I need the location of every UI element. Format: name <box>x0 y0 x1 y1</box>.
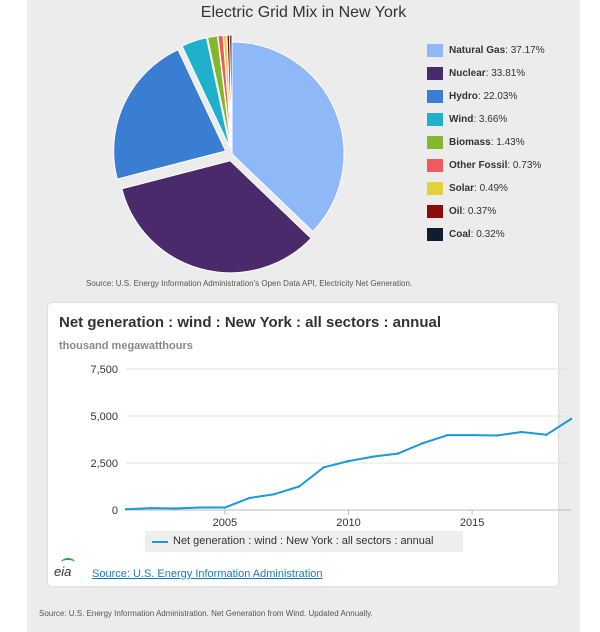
legend-text-hydro: Hydro: 22.03% <box>449 91 517 102</box>
x-tick-label: 2005 <box>213 517 237 529</box>
wind-generation-line[interactable] <box>125 418 572 511</box>
pie-chart <box>113 34 345 274</box>
legend-value-wind: : 3.66% <box>473 114 508 125</box>
legend-name-wind: Wind <box>449 114 474 125</box>
pie-slice-hydro[interactable] <box>113 49 227 180</box>
legend-name-solar: Solar <box>449 183 475 194</box>
eia-source-link[interactable]: Source: U.S. Energy Information Administ… <box>92 568 323 580</box>
x-tick-label: 2010 <box>336 517 360 529</box>
wind-data-point[interactable] <box>322 466 325 469</box>
legend-name-other-fossil: Other Fossil <box>449 160 508 171</box>
line-legend-label: Net generation : wind : New York : all s… <box>173 535 434 547</box>
legend-swatch-coal <box>427 228 443 241</box>
legend-swatch-natural-gas <box>427 44 443 57</box>
pie-source-note: Source: U.S. Energy Information Administ… <box>86 279 413 288</box>
wind-data-point[interactable] <box>174 507 177 510</box>
wind-data-point[interactable] <box>396 452 400 455</box>
legend-text-oil: Oil: 0.37% <box>449 206 496 217</box>
legend-value-hydro: : 22.03% <box>477 91 518 102</box>
eia-logo-arc <box>61 558 75 567</box>
line-chart: 0 2,500 5,000 7,500 2005 2010 2015 <box>90 364 573 529</box>
x-tick-label: 2015 <box>460 517 484 529</box>
legend-swatch-oil <box>427 205 443 218</box>
legend-value-solar: : 0.49% <box>474 183 508 194</box>
pie-slice-nuclear[interactable] <box>121 160 312 274</box>
wind-data-point[interactable] <box>372 455 375 458</box>
wind-data-point[interactable] <box>124 508 128 511</box>
legend-value-nuclear: : 33.81% <box>485 68 526 79</box>
legend-value-oil: : 0.37% <box>462 206 497 217</box>
legend-name-biomass: Biomass <box>449 137 491 148</box>
eia-logo-text: eia <box>54 564 72 579</box>
wind-data-point[interactable] <box>446 433 449 437</box>
footer-source-note: Source: U.S. Energy Information Administ… <box>39 609 373 618</box>
wind-data-point[interactable] <box>347 459 350 463</box>
legend-swatch-hydro <box>427 90 443 103</box>
y-tick-label: 2,500 <box>90 458 118 470</box>
wind-data-point[interactable] <box>495 434 499 437</box>
wind-data-point[interactable] <box>569 417 573 421</box>
legend-swatch-wind <box>427 113 443 126</box>
wind-data-point[interactable] <box>297 485 301 488</box>
y-tick-label: 5,000 <box>90 411 118 423</box>
legend-value-natural-gas: : 37.17% <box>505 45 545 56</box>
legend-text-nuclear: Nuclear: 33.81% <box>449 68 525 79</box>
line-chart-card: Net generation : wind : New York : all s… <box>48 303 573 586</box>
chart-panel: Electric Grid Mix in New York Natural Ga… <box>27 0 580 632</box>
legend-value-other-fossil: : 0.73% <box>507 160 542 171</box>
y-tick-label: 0 <box>112 505 118 517</box>
legend-text-solar: Solar: 0.49% <box>449 183 508 194</box>
wind-data-point[interactable] <box>470 433 474 437</box>
pie-slice-natural-gas[interactable] <box>231 41 345 233</box>
pie-slice-wind[interactable] <box>181 37 231 148</box>
legend-name-hydro: Hydro <box>449 91 478 102</box>
legend-swatch-other-fossil <box>427 159 443 172</box>
legend-text-natural-gas: Natural Gas: 37.17% <box>449 45 545 56</box>
wind-data-point[interactable] <box>421 442 424 445</box>
wind-data-point[interactable] <box>248 496 251 500</box>
legend-value-biomass: : 1.43% <box>490 137 525 148</box>
wind-data-point[interactable] <box>198 506 202 509</box>
legend-swatch-solar <box>427 182 443 195</box>
legend-swatch-biomass <box>427 136 443 149</box>
legend-name-natural-gas: Natural Gas <box>449 45 506 56</box>
wind-data-point[interactable] <box>520 430 523 434</box>
legend-name-oil: Oil <box>449 206 463 217</box>
legend-text-coal: Coal: 0.32% <box>449 229 505 240</box>
legend-text-biomass: Biomass: 1.43% <box>449 137 525 148</box>
legend-name-coal: Coal <box>449 229 471 240</box>
legend-text-wind: Wind: 3.66% <box>449 114 507 125</box>
wind-data-point[interactable] <box>149 506 152 510</box>
pie-chart-title: Electric Grid Mix in New York <box>200 4 407 21</box>
line-chart-title: Net generation : wind : New York : all s… <box>59 314 442 331</box>
eia-logo: eia <box>53 558 83 580</box>
pie-slice-coal[interactable] <box>229 34 233 148</box>
legend-swatch-nuclear <box>427 67 443 80</box>
wind-data-point[interactable] <box>273 493 276 496</box>
line-chart-units: thousand megawatthours <box>59 340 193 352</box>
y-tick-label: 7,500 <box>90 364 118 376</box>
legend-value-coal: : 0.32% <box>470 229 505 240</box>
wind-data-point[interactable] <box>545 433 548 436</box>
legend-name-nuclear: Nuclear <box>449 68 486 79</box>
line-legend[interactable]: Net generation : wind : New York : all s… <box>145 531 463 552</box>
line-legend-swatch <box>152 541 168 543</box>
legend-text-other-fossil: Other Fossil: 0.73% <box>449 160 541 171</box>
wind-data-point[interactable] <box>223 506 227 509</box>
